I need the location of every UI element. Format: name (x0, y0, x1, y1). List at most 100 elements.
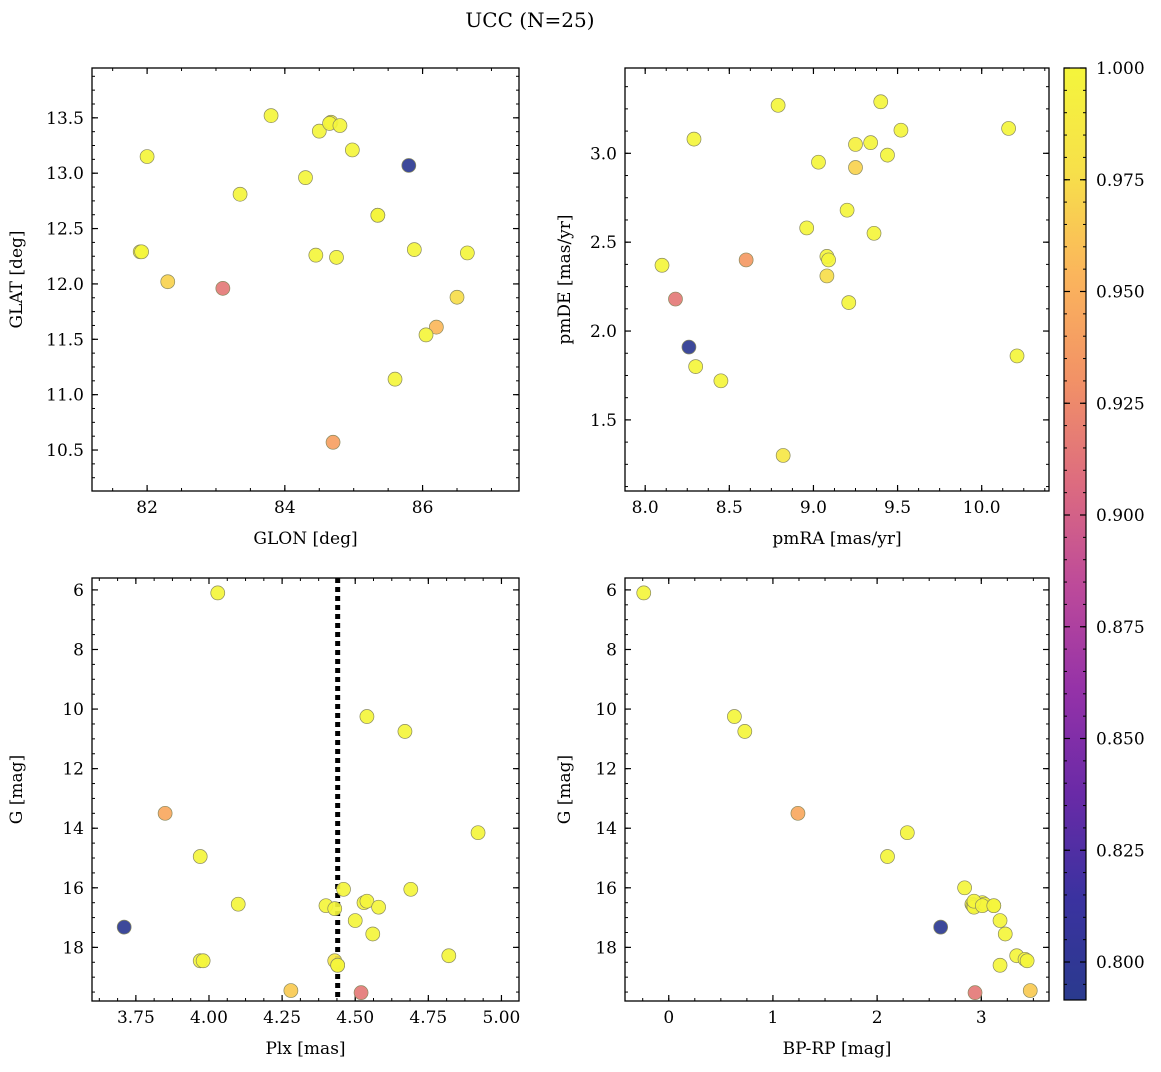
scatter-point (157, 805, 173, 821)
scatter-point (429, 319, 444, 335)
scatter-point (819, 268, 835, 284)
scatter-point (880, 849, 895, 864)
scatter-point (470, 825, 486, 841)
y-tick-label: 10 (62, 700, 84, 720)
y-tick-label: 11.0 (46, 386, 84, 406)
y-axis-label: G [mag] (7, 755, 27, 824)
colorbar: 0.800 0.825 0.850 0.875 0.900 0.925 0.950 0.975… (1063, 59, 1145, 1001)
scatter-point (636, 585, 652, 601)
x-tick-label: 86 (412, 498, 434, 518)
panel-glon-glat: 82 84 86 10.5 11.0 11.5 12.0 12.5 13.0 13.5 GLON [… (7, 67, 520, 549)
scatter-point (330, 957, 346, 973)
scatter-point (1001, 121, 1016, 136)
scatter-point (215, 281, 231, 296)
axes-frame (91, 577, 520, 1002)
y-tick-label: 13.0 (46, 164, 84, 184)
scatter-point (811, 154, 826, 170)
x-tick-label: 0 (663, 1008, 674, 1028)
scatter-point (370, 207, 386, 223)
x-tick-label: 4.75 (409, 1008, 447, 1028)
colorbar-tick-label: 0.950 (1096, 283, 1145, 303)
y-tick-label: 6 (606, 581, 617, 601)
scatter-point (232, 186, 248, 202)
scatter-point (160, 274, 176, 290)
scatter-point (654, 257, 670, 273)
scatter-point (686, 131, 702, 147)
panel-pmra-pmde: 8.0 8.5 9.0 9.5 10.0 1.5 2.0 2.5 3.0 pmRA [mas/yr… (555, 67, 1050, 549)
colorbar-tick-label: 0.875 (1096, 618, 1145, 638)
y-tick-label: 10 (595, 700, 617, 720)
scatter-point (737, 724, 753, 739)
y-tick-label: 12.0 (46, 275, 84, 295)
scatter-point (899, 825, 915, 841)
scatter-point (967, 985, 983, 1001)
scatter-point (449, 289, 465, 305)
x-axis-label: Plx [mas] (265, 1039, 345, 1059)
y-tick-label: 13.5 (46, 109, 84, 129)
x-tick-label: 5.00 (483, 1008, 521, 1028)
scatter-point (841, 295, 857, 310)
scatter-point (770, 97, 786, 113)
scatter-point (893, 122, 909, 138)
scatter-point (387, 371, 403, 387)
scatter-point (992, 913, 1008, 928)
x-tick-label: 4.00 (190, 1008, 228, 1028)
scatter-point (997, 926, 1013, 942)
y-tick-label: 6 (73, 581, 84, 601)
x-axis-label: BP-RP [mag] (783, 1039, 892, 1059)
colorbar-tick-label: 0.925 (1096, 394, 1145, 414)
colorbar-tick-label: 0.900 (1096, 506, 1145, 526)
x-axis-label: pmRA [mas/yr] (772, 529, 901, 549)
y-tick-label: 8 (73, 640, 84, 660)
y-axis-label: pmDE [mas/yr] (555, 214, 575, 344)
scatter-point (1022, 983, 1038, 998)
scatter-point (327, 901, 343, 917)
scatter-point (325, 434, 341, 450)
y-tick-label: 12 (595, 760, 617, 780)
scatter-point (1009, 348, 1025, 364)
scatter-point (195, 953, 211, 969)
y-tick-label: 11.5 (46, 330, 84, 350)
scatter-point (401, 158, 417, 173)
scatter-point (230, 896, 246, 912)
y-tick-label: 2.0 (590, 322, 617, 342)
x-tick-label: 2 (872, 1008, 883, 1028)
scatter-point (397, 724, 413, 739)
scatter-point (986, 898, 1002, 914)
scatter-point (344, 142, 360, 158)
scatter-point (957, 880, 972, 896)
x-tick-label: 84 (274, 498, 296, 518)
scatter-point (821, 252, 836, 268)
scatter-point (799, 220, 815, 236)
x-tick-label: 9.0 (800, 498, 827, 518)
scatter-point (192, 849, 208, 864)
colorbar-gradient (1063, 67, 1087, 1001)
y-tick-label: 14 (595, 819, 617, 839)
scatter-point (668, 291, 683, 307)
scatter-point (134, 244, 149, 260)
colorbar-tick-label: 0.800 (1096, 953, 1145, 973)
scatter-point (210, 585, 226, 601)
x-tick-label: 9.5 (884, 498, 911, 518)
y-tick-label: 16 (62, 879, 84, 899)
scatter-point (359, 709, 375, 724)
scatter-point (713, 373, 729, 389)
scatter-point (738, 252, 754, 268)
scatter-point (418, 327, 434, 343)
scatter-point (353, 985, 369, 1001)
y-tick-label: 18 (595, 938, 617, 958)
scatter-point (933, 919, 949, 935)
scatter-point (139, 149, 155, 164)
scatter-point (873, 94, 889, 110)
scatter-point (866, 225, 882, 241)
x-tick-label: 3 (976, 1008, 987, 1028)
scatter-point (365, 926, 381, 942)
scatter-point (263, 108, 279, 123)
scatter-point (681, 339, 697, 355)
scatter-point (459, 245, 475, 261)
colorbar-tick-label: 0.975 (1096, 171, 1145, 191)
y-tick-label: 8 (606, 640, 617, 660)
axes-frame (624, 577, 1050, 1002)
scatter-point (298, 170, 313, 185)
